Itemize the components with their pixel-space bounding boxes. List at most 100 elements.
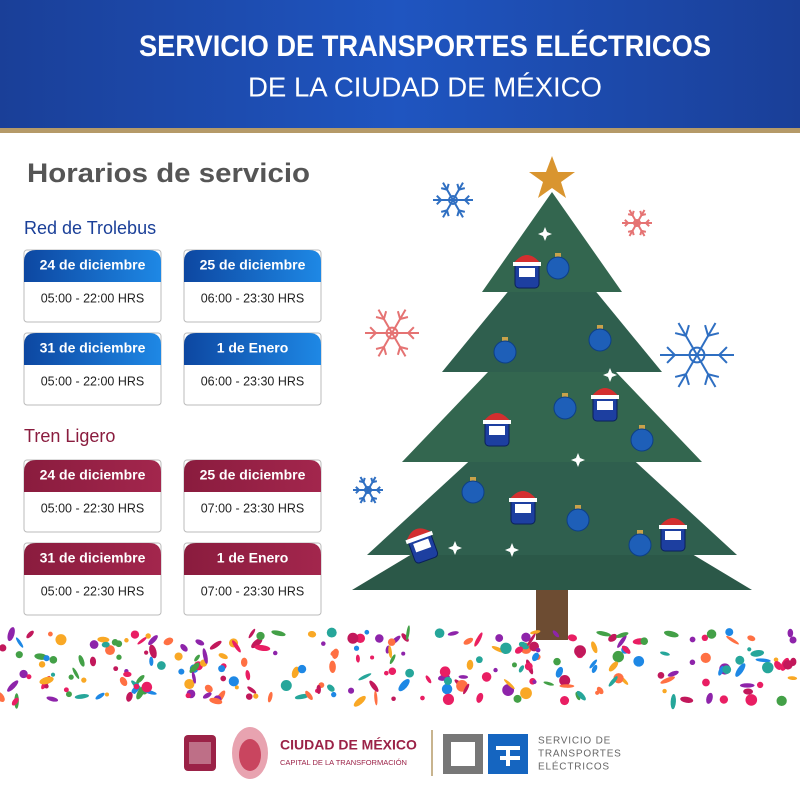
leaf [750, 649, 765, 657]
flower [174, 652, 183, 661]
ornament [630, 428, 654, 452]
flower [364, 629, 370, 635]
flower [348, 687, 355, 694]
snowflake-branch [639, 230, 643, 236]
bus-window [519, 268, 535, 277]
hat-band [509, 498, 537, 502]
leaf [735, 663, 746, 677]
flower [68, 674, 74, 680]
ornament-cap [470, 477, 476, 482]
leaf [305, 690, 313, 701]
leaf [596, 631, 611, 637]
ornament [588, 328, 612, 352]
snowflake [353, 476, 383, 504]
leaf [755, 658, 771, 663]
snowflake-branch [718, 354, 728, 364]
ornament [566, 508, 590, 532]
leaf [621, 645, 631, 654]
flower [104, 692, 110, 697]
flower [245, 693, 253, 700]
leaf [245, 669, 251, 681]
flower [633, 655, 645, 667]
snowflake-branch [355, 486, 360, 491]
flower [256, 631, 265, 641]
section-title: Tren Ligero [24, 426, 115, 446]
leaf [119, 676, 128, 687]
flower [702, 678, 710, 687]
flower [133, 683, 140, 690]
trolley-bus [405, 528, 439, 564]
flower [331, 691, 337, 698]
flower [513, 694, 522, 703]
leaf [514, 646, 524, 654]
flower [745, 694, 758, 706]
leaf [447, 631, 459, 636]
snowflake-core [633, 219, 641, 227]
leaf [389, 654, 396, 665]
leaf [474, 632, 483, 647]
leaf [332, 648, 339, 659]
snowflake-branch [674, 332, 687, 337]
cdmx-emblem-inner [239, 739, 261, 771]
flower [511, 662, 517, 668]
snowflake-branch [641, 229, 647, 233]
ornament-cap [502, 337, 508, 342]
leaf [503, 679, 515, 690]
leaf [398, 678, 410, 692]
snowflake-branch [382, 346, 388, 356]
card-hours: 05:00 - 22:00 HRS [41, 374, 145, 388]
leaf [406, 625, 410, 641]
snowflake-core [688, 346, 706, 364]
flower [612, 650, 624, 663]
snowflake-branch [446, 210, 450, 217]
leaf [149, 644, 157, 659]
snowflake-branch [704, 373, 710, 386]
leaf [660, 676, 675, 684]
header-rule [0, 128, 800, 133]
ornament-cap [637, 530, 643, 535]
flower [481, 672, 492, 682]
flower [756, 681, 764, 689]
snowflake-branch [666, 346, 676, 356]
snowflake-core [364, 486, 372, 494]
flower [375, 634, 384, 643]
snowflake-branch [436, 194, 442, 201]
snowflake-core [385, 326, 399, 340]
snowflake-branch [407, 326, 415, 334]
flower [735, 655, 745, 665]
sparkle [603, 368, 617, 382]
santa-hat [483, 413, 511, 422]
snowflake [622, 209, 652, 237]
snowflake-branch [684, 373, 690, 386]
leaf [294, 693, 310, 700]
leaf [97, 636, 110, 643]
hat-band [659, 525, 687, 529]
leaf [466, 659, 474, 670]
leaf [518, 665, 525, 673]
snowflake-arm [677, 354, 698, 388]
leaf [615, 632, 629, 638]
flower [370, 655, 375, 660]
flower [50, 672, 56, 677]
flower [722, 665, 732, 674]
snowflake [660, 322, 734, 388]
leaf [191, 671, 196, 684]
leaf [591, 641, 598, 654]
leaf [307, 631, 317, 638]
leaf [11, 697, 19, 706]
ornament [553, 396, 577, 420]
snowflake-branch [464, 194, 470, 201]
flower [762, 661, 774, 674]
snowflake-branch [399, 346, 409, 350]
flower [144, 650, 149, 655]
leaf [670, 693, 676, 710]
leaf [617, 635, 627, 648]
bus-window [597, 401, 613, 410]
flower [500, 642, 512, 654]
flower [535, 647, 541, 653]
leaf [576, 690, 586, 701]
snowflake-branch [440, 209, 448, 213]
santa-hat [509, 491, 537, 500]
ornament-cap [597, 325, 603, 330]
